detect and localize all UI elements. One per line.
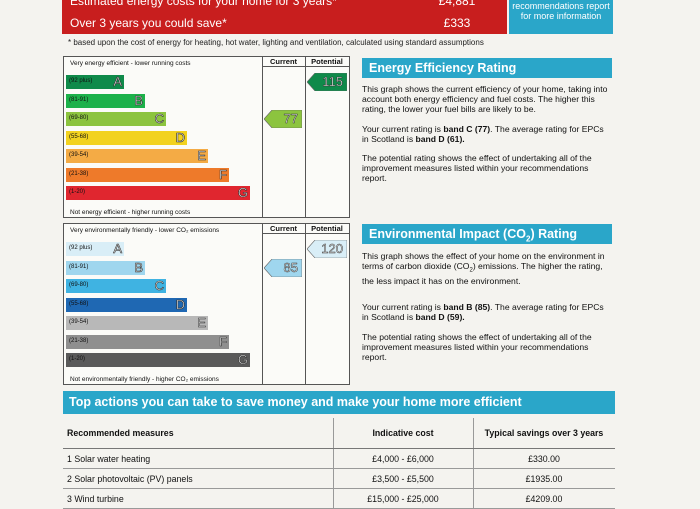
band-range-label: (69-80) bbox=[69, 115, 89, 121]
savings-cell: £330.00 bbox=[473, 448, 615, 469]
rating-band-f: (21-38) F bbox=[66, 166, 229, 182]
footnote: * based upon the cost of energy for heat… bbox=[68, 38, 484, 47]
potential-rating-value: 115 bbox=[322, 74, 343, 90]
rating-band-c: (69-80) C bbox=[66, 111, 166, 126]
current-column-header: Current bbox=[269, 57, 298, 66]
energy-current-band: band C (77) bbox=[443, 124, 491, 134]
band-letter: E bbox=[197, 148, 206, 163]
chart-top-label: Very energy efficient - lower running co… bbox=[70, 60, 191, 67]
table-header-row: Recommended measures Indicative cost Typ… bbox=[63, 418, 615, 449]
current-rating-value: 77 bbox=[283, 111, 298, 127]
band-letter: F bbox=[219, 166, 228, 182]
cost-cell: £3,500 - £5,500 bbox=[333, 468, 474, 489]
measure-cell: 2 Solar photovoltaic (PV) panels bbox=[63, 468, 334, 489]
environment-average-band: band D (59). bbox=[415, 312, 465, 322]
current-rating-value: 85 bbox=[283, 259, 298, 275]
rating-band-d: (55-68) D bbox=[66, 296, 187, 312]
rating-band-e: (39-54) E bbox=[66, 315, 208, 330]
measure-cell: 3 Wind turbine bbox=[63, 488, 334, 509]
band-letter: B bbox=[134, 259, 143, 275]
energy-rating-heading: Energy Efficiency Rating bbox=[362, 58, 612, 78]
band-range-label: (1-20) bbox=[69, 356, 86, 362]
band-range-label: (39-54) bbox=[69, 152, 89, 158]
band-letter: C bbox=[154, 278, 164, 293]
rating-band-b: (81-91) B bbox=[66, 92, 145, 108]
rating-band-d: (55-68) D bbox=[66, 129, 187, 145]
band-range-label: (55-68) bbox=[69, 133, 89, 140]
savings-value: £333 bbox=[407, 12, 507, 34]
energy-current-rating-text: Your current rating is band C (77). The … bbox=[362, 124, 604, 144]
band-letter: A bbox=[113, 241, 122, 256]
environment-current-rating-text: Your current rating is band B (85). The … bbox=[362, 302, 604, 322]
environmental-impact-chart: Current Potential Very environmentally f… bbox=[63, 223, 350, 385]
measures-header: Recommended measures bbox=[63, 418, 334, 449]
savings-cell: £1935.00 bbox=[473, 468, 615, 489]
table-row: 2 Solar photovoltaic (PV) panels £3,500 … bbox=[63, 468, 615, 489]
band-range-label: (55-68) bbox=[69, 300, 89, 307]
environment-rating-description: This graph shows the effect of your home… bbox=[362, 251, 605, 286]
recommendations-note: recommendations report for more informat… bbox=[509, 0, 613, 34]
potential-column-header: Potential bbox=[311, 57, 343, 66]
energy-rating-description: This graph shows the current efficiency … bbox=[362, 84, 608, 114]
band-range-label: (81-91) bbox=[69, 96, 89, 103]
recommended-measures-table: Recommended measures Indicative cost Typ… bbox=[63, 418, 615, 509]
environment-rating-heading: Environmental Impact (CO2) Rating bbox=[362, 224, 612, 244]
current-rating-arrow: 85 bbox=[264, 258, 302, 277]
cost-cell: £4,000 - £6,000 bbox=[333, 448, 474, 469]
savings-header: Typical savings over 3 years bbox=[473, 418, 615, 449]
band-range-label: (1-20) bbox=[69, 189, 86, 195]
savings-label: Over 3 years you could save* bbox=[70, 16, 227, 30]
rating-band-b: (81-91) B bbox=[66, 259, 145, 275]
energy-average-band: band D (61). bbox=[415, 134, 465, 144]
band-range-label: (92 plus) bbox=[69, 78, 93, 84]
cost-header: Indicative cost bbox=[333, 418, 474, 449]
band-range-label: (92 plus) bbox=[69, 245, 93, 251]
table-row: 3 Wind turbine £15,000 - £25,000 £4209.0… bbox=[63, 488, 615, 509]
savings-cell: £4209.00 bbox=[473, 488, 615, 509]
band-letter: B bbox=[134, 92, 143, 108]
current-column-header: Current bbox=[269, 224, 298, 233]
band-letter: D bbox=[175, 296, 185, 312]
band-letter: F bbox=[219, 333, 228, 349]
energy-potential-text: The potential rating shows the effect of… bbox=[362, 153, 592, 183]
band-letter: G bbox=[237, 352, 249, 367]
potential-rating-value: 120 bbox=[321, 241, 343, 257]
rating-band-a: (92 plus) A bbox=[66, 74, 124, 89]
band-letter: D bbox=[175, 129, 185, 145]
chart-bottom-label: Not environmentally friendly - higher CO… bbox=[70, 376, 219, 383]
band-range-label: (39-54) bbox=[69, 319, 89, 325]
band-range-label: (21-38) bbox=[69, 337, 89, 344]
band-range-label: (81-91) bbox=[69, 263, 89, 270]
environment-potential-text: The potential rating shows the effect of… bbox=[362, 332, 592, 362]
table-row: 1 Solar water heating £4,000 - £6,000 £3… bbox=[63, 448, 615, 469]
energy-costs-value: £4,881 bbox=[407, 0, 507, 12]
rating-band-c: (69-80) C bbox=[66, 278, 166, 293]
rating-band-f: (21-38) F bbox=[66, 333, 229, 349]
savings-bar: Over 3 years you could save* bbox=[62, 12, 407, 34]
energy-efficiency-chart: Current Potential Very energy efficient … bbox=[63, 56, 350, 218]
band-range-label: (21-38) bbox=[69, 170, 89, 177]
rating-band-e: (39-54) E bbox=[66, 148, 208, 163]
top-actions-heading: Top actions you can take to save money a… bbox=[63, 391, 615, 414]
rating-band-g: (1-20) G bbox=[66, 352, 250, 367]
chart-top-label: Very environmentally friendly - lower CO… bbox=[70, 227, 220, 234]
rating-band-a: (92 plus) A bbox=[66, 241, 124, 256]
rating-band-g: (1-20) G bbox=[66, 185, 250, 200]
band-letter: C bbox=[154, 111, 164, 126]
potential-rating-arrow: 115 bbox=[307, 73, 347, 91]
energy-costs-label: Estimated energy costs for your home for… bbox=[70, 0, 337, 8]
energy-costs-bar: Estimated energy costs for your home for… bbox=[62, 0, 407, 12]
band-letter: E bbox=[197, 315, 206, 330]
band-letter: A bbox=[113, 74, 122, 89]
chart-bottom-label: Not energy efficient - higher running co… bbox=[70, 209, 191, 216]
band-range-label: (69-80) bbox=[69, 282, 89, 288]
measure-cell: 1 Solar water heating bbox=[63, 448, 334, 469]
cost-cell: £15,000 - £25,000 bbox=[333, 488, 474, 509]
potential-column-header: Potential bbox=[311, 224, 343, 233]
potential-rating-arrow: 120 bbox=[307, 240, 347, 258]
current-rating-arrow: 77 bbox=[264, 110, 302, 128]
environment-current-band: band B (85) bbox=[443, 302, 491, 312]
band-letter: G bbox=[237, 185, 249, 200]
